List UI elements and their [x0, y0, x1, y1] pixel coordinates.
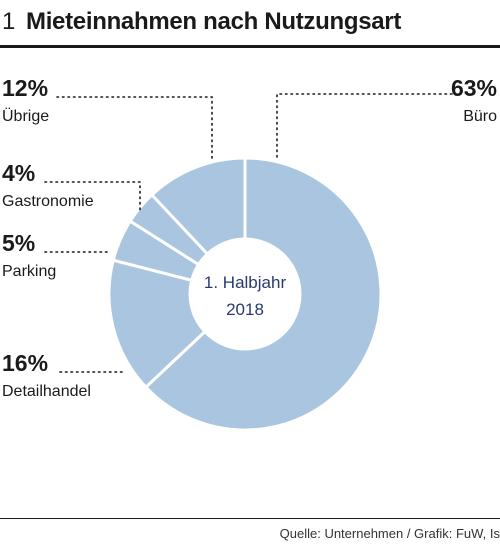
center-label-line-2: 2018: [226, 300, 264, 319]
footer-rule: [0, 518, 500, 519]
percent-label-gastronomie: 4%: [2, 160, 35, 186]
category-label-detailhandel: Detailhandel: [2, 383, 91, 400]
slice-büro: [143, 156, 383, 432]
leader-line-übrige: [56, 96, 213, 159]
title-rule: [0, 45, 500, 48]
percent-label-parking: 5%: [2, 230, 35, 256]
figure-number: 1: [2, 8, 16, 35]
category-label-parking: Parking: [2, 263, 56, 280]
title-bar: 1 Mieteinnahmen nach Nutzungsart: [0, 0, 500, 48]
slice-übrige: [149, 156, 247, 257]
percent-label-detailhandel: 16%: [2, 350, 48, 376]
category-label-gastronomie: Gastronomie: [2, 193, 94, 210]
category-label-büro: Büro: [463, 108, 497, 125]
category-label-übrige: Übrige: [2, 107, 49, 125]
center-label-line-1: 1. Halbjahr: [204, 273, 287, 292]
percent-label-büro: 63%: [451, 75, 497, 101]
percent-label-übrige: 12%: [2, 75, 48, 101]
leader-line-büro: [276, 93, 453, 159]
donut-chart: 1. Halbjahr 2018 63% Büro 16% Detailhandel 5% P…: [2, 75, 497, 432]
chart-title: Mieteinnahmen nach Nutzungsart: [26, 8, 402, 35]
slice-detailhandel: [107, 258, 208, 390]
leader-line-gastronomie: [44, 181, 141, 211]
source-note: Quelle: Unternehmen / Grafik: FuW, Is: [279, 526, 500, 541]
